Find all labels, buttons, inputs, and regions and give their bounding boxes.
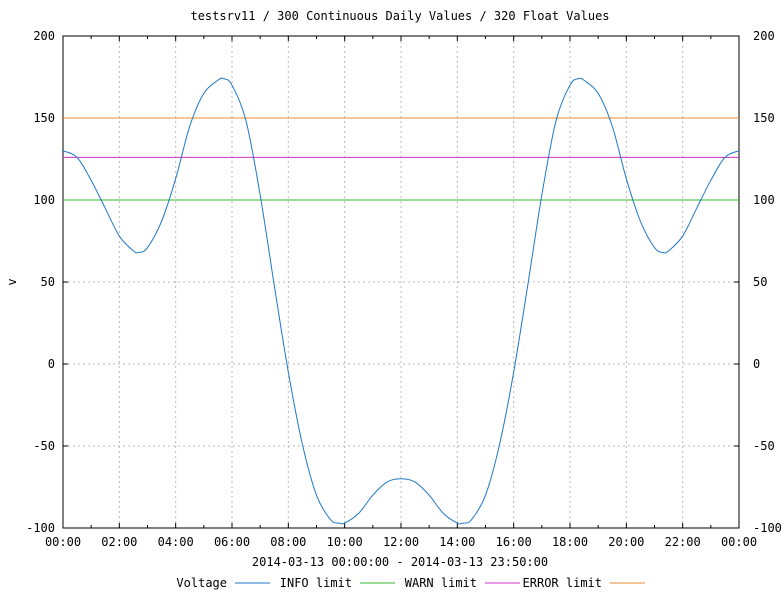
y-tick-label-right: 150 — [753, 111, 775, 125]
series-layer — [62, 77, 740, 525]
x-tick-label: 00:00 — [721, 535, 757, 549]
y-tick-label-right: -50 — [753, 439, 775, 453]
x-tick-label: 16:00 — [496, 535, 532, 549]
x-tick-label: 04:00 — [158, 535, 194, 549]
x-tick-label: 10:00 — [327, 535, 363, 549]
x-axis-label: 2014-03-13 00:00:00 - 2014-03-13 23:50:0… — [252, 555, 548, 569]
legend-label-info-limit: INFO limit — [280, 576, 352, 590]
legend-label-voltage: Voltage — [176, 576, 227, 590]
x-tick-label: 00:00 — [45, 535, 81, 549]
y-tick-label-left: 200 — [33, 29, 55, 43]
series-line-voltage — [62, 77, 740, 525]
x-tick-label: 06:00 — [214, 535, 250, 549]
y-tick-label-left: -50 — [33, 439, 55, 453]
axis-labels: 00:00 02:00 04:00 06:00 08:00 10:00 12:00 14:00… — [26, 29, 781, 549]
y-tick-label-left: 100 — [33, 193, 55, 207]
plot-area — [62, 35, 740, 529]
y-tick-label-left: 0 — [48, 357, 55, 371]
y-tick-label-right: 50 — [753, 275, 767, 289]
y-tick-label-left: 150 — [33, 111, 55, 125]
legend: Voltage INFO limit WARN limit ERROR limit — [176, 576, 645, 590]
y-tick-label-right: -100 — [753, 521, 781, 535]
x-tick-label: 12:00 — [383, 535, 419, 549]
y-tick-label-right: 100 — [753, 193, 775, 207]
grid — [62, 35, 740, 529]
x-tick-label: 18:00 — [552, 535, 588, 549]
y-tick-label-left: -100 — [26, 521, 55, 535]
legend-label-error-limit: ERROR limit — [523, 576, 602, 590]
y-tick-label-left: 50 — [41, 275, 55, 289]
x-tick-label: 22:00 — [665, 535, 701, 549]
x-tick-label: 14:00 — [439, 535, 475, 549]
x-tick-label: 20:00 — [608, 535, 644, 549]
y-tick-label-right: 200 — [753, 29, 775, 43]
x-tick-label: 02:00 — [101, 535, 137, 549]
y-axis-label: v — [5, 278, 19, 285]
legend-label-warn-limit: WARN limit — [405, 576, 477, 590]
chart-title: testsrv11 / 300 Continuous Daily Values … — [190, 9, 609, 23]
x-tick-label: 08:00 — [270, 535, 306, 549]
y-tick-label-right: 0 — [753, 357, 760, 371]
